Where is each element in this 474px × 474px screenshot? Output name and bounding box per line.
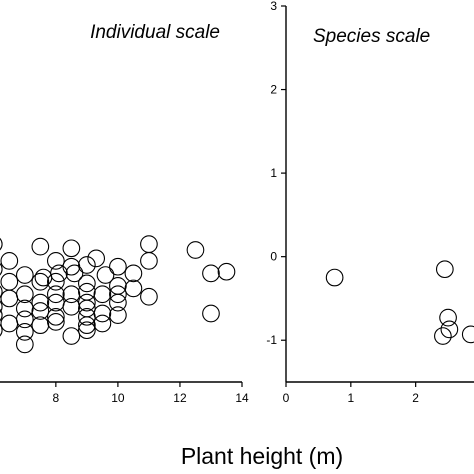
x-tick-label: 10 bbox=[111, 391, 125, 405]
panel-title-individual: Individual scale bbox=[90, 22, 220, 43]
data-point bbox=[0, 237, 3, 251]
x-tick-label: 1 bbox=[347, 391, 354, 405]
data-point bbox=[0, 308, 3, 322]
data-point bbox=[46, 272, 65, 291]
data-point bbox=[0, 289, 19, 308]
data-point bbox=[15, 310, 34, 329]
data-point bbox=[46, 251, 65, 270]
data-point bbox=[109, 293, 127, 312]
data-point bbox=[140, 235, 158, 253]
data-point bbox=[0, 272, 19, 291]
data-point bbox=[15, 335, 34, 354]
data-point bbox=[109, 285, 127, 304]
x-tick-label: 8 bbox=[53, 391, 60, 405]
data-point bbox=[15, 323, 34, 341]
data-point bbox=[0, 323, 3, 337]
data-point bbox=[325, 268, 344, 287]
data-point bbox=[65, 264, 84, 283]
data-point bbox=[31, 302, 50, 320]
x-tick-label: 12 bbox=[173, 391, 187, 405]
data-point bbox=[78, 274, 96, 293]
data-point bbox=[46, 307, 65, 326]
data-point bbox=[435, 260, 454, 279]
data-point bbox=[461, 325, 474, 344]
y-tick-label: 0 bbox=[270, 250, 277, 264]
data-point bbox=[46, 285, 65, 304]
y-tick-label: 2 bbox=[270, 83, 277, 97]
data-point bbox=[140, 251, 158, 270]
panel-individual-scale: Individual scale 8 10 12 14 bbox=[0, 22, 249, 405]
data-point bbox=[31, 272, 50, 291]
x-tick-label: 2 bbox=[412, 391, 419, 405]
data-point bbox=[50, 264, 68, 283]
data-point bbox=[124, 264, 143, 283]
data-point bbox=[15, 299, 34, 318]
data-point bbox=[124, 279, 143, 298]
data-point bbox=[78, 307, 96, 326]
data-point bbox=[202, 264, 220, 283]
data-point bbox=[46, 312, 65, 331]
data-point bbox=[93, 285, 112, 304]
data-point bbox=[62, 297, 81, 316]
data-point bbox=[140, 287, 158, 306]
data-point bbox=[0, 285, 3, 299]
panel-species-scale: Species scale 0 1 2 -1 0 1 2 3 bbox=[266, 0, 474, 405]
y-tick-label: 3 bbox=[270, 0, 277, 13]
y-tick-label: 1 bbox=[270, 166, 277, 180]
data-point bbox=[439, 308, 457, 327]
data-point bbox=[186, 241, 205, 259]
data-point bbox=[434, 327, 452, 345]
data-point bbox=[31, 237, 50, 256]
data-point bbox=[109, 306, 127, 325]
data-point bbox=[78, 316, 96, 335]
data-point bbox=[0, 314, 19, 333]
data-point bbox=[87, 249, 106, 268]
data-point bbox=[217, 262, 236, 281]
data-point bbox=[62, 285, 81, 304]
data-point bbox=[0, 262, 3, 276]
data-point bbox=[0, 300, 3, 314]
x-axis-label: Plant height (m) bbox=[181, 443, 343, 469]
data-point bbox=[31, 293, 50, 312]
data-point bbox=[78, 256, 96, 274]
x-tick-label: 14 bbox=[235, 391, 249, 405]
data-point bbox=[440, 320, 459, 339]
x-tick-label: 0 bbox=[283, 391, 290, 405]
data-point bbox=[109, 257, 127, 276]
data-point bbox=[62, 239, 81, 258]
panel-title-species: Species scale bbox=[313, 26, 430, 47]
data-point bbox=[93, 304, 112, 323]
data-point bbox=[78, 321, 96, 340]
data-point bbox=[62, 257, 81, 276]
y-tick-label: -1 bbox=[266, 333, 277, 347]
data-point bbox=[62, 327, 81, 345]
data-point bbox=[93, 314, 112, 333]
data-point bbox=[15, 266, 34, 284]
data-point bbox=[0, 251, 19, 270]
data-point bbox=[202, 304, 220, 323]
data-point bbox=[96, 266, 115, 284]
